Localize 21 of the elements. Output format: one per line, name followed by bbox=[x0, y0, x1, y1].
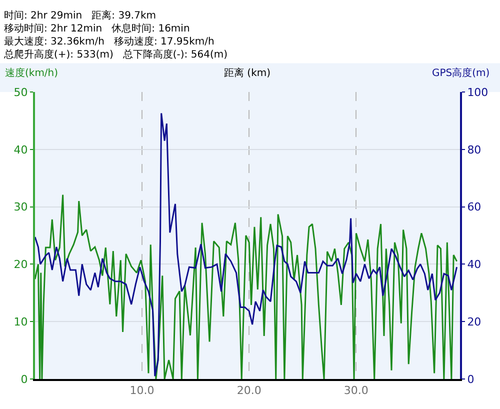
x-tick-label: 30.0 bbox=[344, 384, 368, 398]
y-tick-label: 20 bbox=[14, 258, 28, 272]
x-tick-label: 10.0 bbox=[130, 384, 154, 398]
chart-title: 时间: 2hr 29min 距离: 39.7km 移动时间: 2hr 12min 休息时间: 16min 最大速度: 32.36km/h 移动速度: 17.95km/h 总爬升高度(+): 533(m) 总下降高度(-): 564(m) bbox=[3, 9, 228, 60]
y-tick-label: 0 bbox=[20, 372, 28, 386]
x-tick-label: 20.0 bbox=[236, 384, 262, 398]
y2-tick-label: 0 bbox=[467, 372, 474, 386]
y2-axis-title: GPS高度(m) bbox=[432, 67, 490, 79]
y-tick-label: 40 bbox=[14, 143, 28, 156]
y-axis-title: 速度(km/h) bbox=[5, 67, 58, 79]
y-tick-label: 50 bbox=[14, 86, 28, 99]
y2-tick-label: 60 bbox=[467, 200, 482, 214]
y2-tick-label: 20 bbox=[467, 315, 482, 328]
x-axis-title: 距离 (km) bbox=[224, 67, 271, 79]
y2-tick-label: 80 bbox=[467, 143, 482, 156]
y2-tick-label: 100 bbox=[467, 86, 488, 99]
line-series bbox=[35, 194, 458, 379]
y-tick-label: 10 bbox=[14, 315, 28, 328]
y2-tick-label: 40 bbox=[467, 258, 482, 272]
line-series bbox=[35, 112, 458, 377]
y-tick-label: 30 bbox=[14, 200, 28, 214]
